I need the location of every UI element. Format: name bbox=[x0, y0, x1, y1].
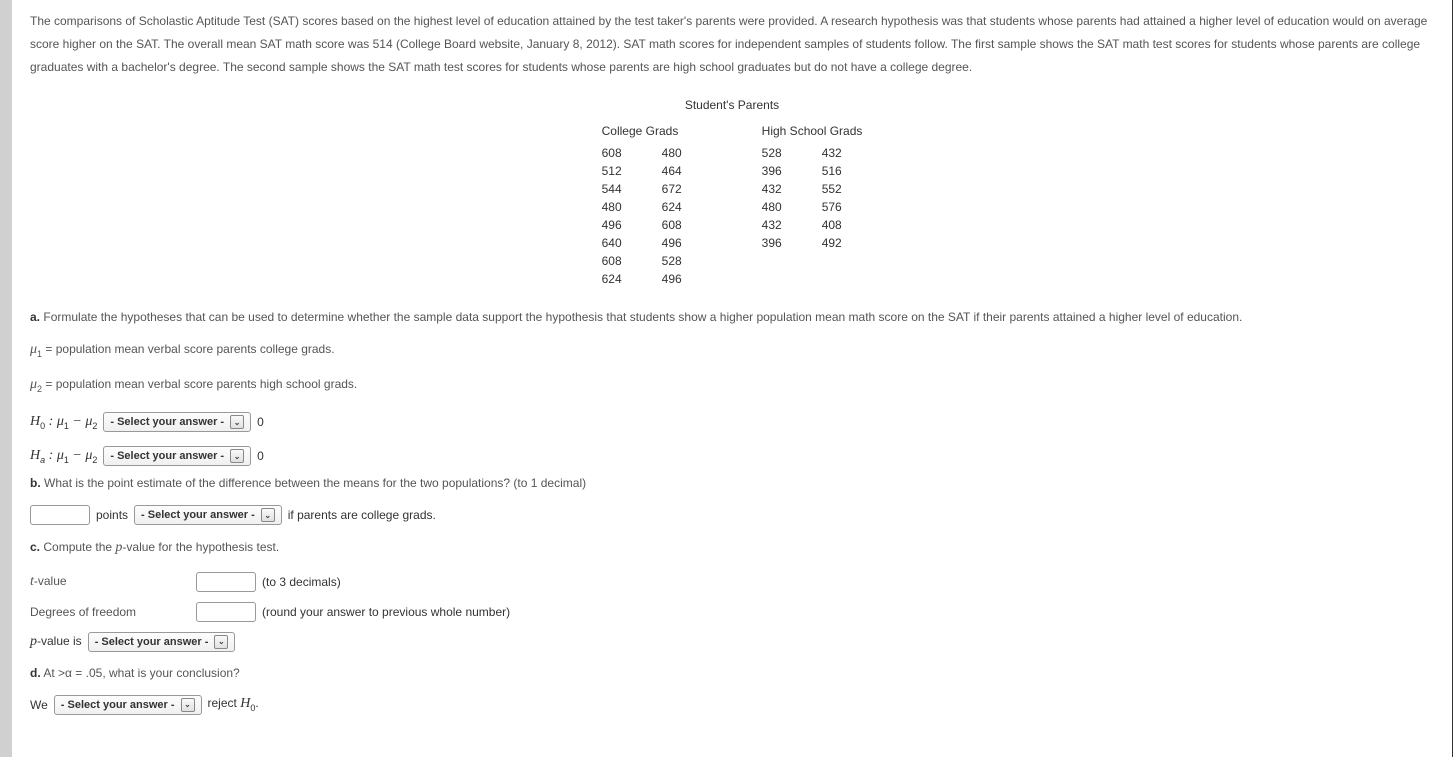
question-label: c. bbox=[30, 540, 40, 554]
question-a: a. Formulate the hypotheses that can be … bbox=[30, 306, 1434, 329]
data-cell: 552 bbox=[822, 180, 842, 198]
we-label: We bbox=[30, 698, 48, 712]
question-text: At >α = .05, what is your conclusion? bbox=[43, 666, 239, 680]
data-cell: 496 bbox=[602, 216, 622, 234]
data-cell: 624 bbox=[602, 270, 622, 288]
question-d: d. At >α = .05, what is your conclusion? bbox=[30, 662, 1434, 685]
data-cell: 480 bbox=[762, 198, 782, 216]
select-text: - Select your answer - bbox=[61, 699, 175, 711]
select-text: - Select your answer - bbox=[110, 450, 224, 462]
zero-text: 0 bbox=[257, 415, 264, 429]
left-gutter bbox=[0, 0, 12, 757]
chevron-down-icon: ⌄ bbox=[214, 635, 228, 649]
chevron-down-icon: ⌄ bbox=[181, 698, 195, 712]
df-label: Degrees of freedom bbox=[30, 605, 190, 619]
d-select[interactable]: - Select your answer - ⌄ bbox=[54, 695, 202, 715]
h0-label: H0 : μ1 − μ2 bbox=[30, 414, 97, 431]
df-row: Degrees of freedom (round your answer to… bbox=[30, 602, 1434, 622]
chevron-down-icon: ⌄ bbox=[230, 415, 244, 429]
zero-text: 0 bbox=[257, 449, 264, 463]
data-section: Student's Parents College Grads 608 512 … bbox=[30, 98, 1434, 288]
b-select[interactable]: - Select your answer - ⌄ bbox=[134, 505, 282, 525]
data-cell: 480 bbox=[662, 144, 682, 162]
ha-line: Ha : μ1 − μ2 - Select your answer - ⌄ 0 bbox=[30, 446, 1434, 466]
data-cell: 672 bbox=[662, 180, 682, 198]
mu2-definition: μ2 = population mean verbal score parent… bbox=[30, 372, 1434, 399]
select-text: - Select your answer - bbox=[141, 509, 255, 521]
highschool-title: High School Grads bbox=[762, 124, 863, 138]
d-answer-row: We - Select your answer - ⌄ reject H0. bbox=[30, 695, 1434, 715]
data-cell: 480 bbox=[602, 198, 622, 216]
data-cell: 496 bbox=[662, 234, 682, 252]
data-cell: 608 bbox=[662, 216, 682, 234]
data-cell: 640 bbox=[602, 234, 622, 252]
pvalue-row: p-value is - Select your answer - ⌄ bbox=[30, 632, 1434, 652]
data-cell: 396 bbox=[762, 162, 782, 180]
df-hint: (round your answer to previous whole num… bbox=[262, 605, 510, 619]
chevron-down-icon: ⌄ bbox=[261, 508, 275, 522]
college-col1: 608 512 544 480 496 640 608 624 bbox=[602, 144, 622, 288]
tvalue-input[interactable] bbox=[196, 572, 256, 592]
data-cell: 464 bbox=[662, 162, 682, 180]
question-b: b. What is the point estimate of the dif… bbox=[30, 472, 1434, 495]
tvalue-hint: (to 3 decimals) bbox=[262, 575, 341, 589]
h0-line: H0 : μ1 − μ2 - Select your answer - ⌄ 0 bbox=[30, 412, 1434, 432]
question-text: Compute the bbox=[43, 540, 115, 554]
question-text: Formulate the hypotheses that can be use… bbox=[43, 310, 1242, 324]
data-cell: 528 bbox=[662, 252, 682, 270]
df-input[interactable] bbox=[196, 602, 256, 622]
question-label: a. bbox=[30, 310, 40, 324]
highschool-col2: 432 516 552 576 408 492 bbox=[822, 144, 842, 252]
pvalue-label: p-value is bbox=[30, 634, 82, 650]
pvalue-select[interactable]: - Select your answer - ⌄ bbox=[88, 632, 236, 652]
intro-paragraph: The comparisons of Scholastic Aptitude T… bbox=[30, 10, 1434, 78]
data-cell: 496 bbox=[662, 270, 682, 288]
b-after-text: if parents are college grads. bbox=[288, 508, 436, 522]
mu2-text: = population mean verbal score parents h… bbox=[45, 377, 357, 391]
select-text: - Select your answer - bbox=[110, 416, 224, 428]
data-cell: 492 bbox=[822, 234, 842, 252]
highschool-group: High School Grads 528 396 432 480 432 39… bbox=[762, 124, 863, 288]
data-cell: 408 bbox=[822, 216, 842, 234]
data-cell: 576 bbox=[822, 198, 842, 216]
h0-select[interactable]: - Select your answer - ⌄ bbox=[103, 412, 251, 432]
question-text2: -value for the hypothesis test. bbox=[122, 540, 279, 554]
question-text: What is the point estimate of the differ… bbox=[44, 476, 586, 490]
data-columns: College Grads 608 512 544 480 496 640 60… bbox=[602, 124, 863, 288]
reject-text: reject H0. bbox=[208, 696, 259, 713]
main-content: The comparisons of Scholastic Aptitude T… bbox=[12, 0, 1453, 757]
tvalue-label: t-value bbox=[30, 574, 190, 590]
data-cell: 516 bbox=[822, 162, 842, 180]
data-cell: 432 bbox=[762, 180, 782, 198]
data-cell: 544 bbox=[602, 180, 622, 198]
data-title: Student's Parents bbox=[685, 98, 779, 112]
data-cell: 608 bbox=[602, 252, 622, 270]
chevron-down-icon: ⌄ bbox=[230, 449, 244, 463]
question-label: b. bbox=[30, 476, 41, 490]
college-group: College Grads 608 512 544 480 496 640 60… bbox=[602, 124, 682, 288]
question-c: c. Compute the p-value for the hypothesi… bbox=[30, 535, 1434, 562]
data-cell: 432 bbox=[822, 144, 842, 162]
data-cell: 432 bbox=[762, 216, 782, 234]
b-answer-row: points - Select your answer - ⌄ if paren… bbox=[30, 505, 1434, 525]
data-cell: 528 bbox=[762, 144, 782, 162]
data-cell: 396 bbox=[762, 234, 782, 252]
mu1-definition: μ1 = population mean verbal score parent… bbox=[30, 337, 1434, 364]
points-label: points bbox=[96, 508, 128, 522]
points-input[interactable] bbox=[30, 505, 90, 525]
data-cell: 624 bbox=[662, 198, 682, 216]
ha-label: Ha : μ1 − μ2 bbox=[30, 448, 97, 465]
data-cell: 512 bbox=[602, 162, 622, 180]
ha-select[interactable]: - Select your answer - ⌄ bbox=[103, 446, 251, 466]
tvalue-row: t-value (to 3 decimals) bbox=[30, 572, 1434, 592]
data-cell: 608 bbox=[602, 144, 622, 162]
select-text: - Select your answer - bbox=[95, 636, 209, 648]
highschool-col1: 528 396 432 480 432 396 bbox=[762, 144, 782, 252]
college-col2: 480 464 672 624 608 496 528 496 bbox=[662, 144, 682, 288]
question-label: d. bbox=[30, 666, 41, 680]
college-title: College Grads bbox=[602, 124, 682, 138]
mu1-text: = population mean verbal score parents c… bbox=[45, 342, 334, 356]
